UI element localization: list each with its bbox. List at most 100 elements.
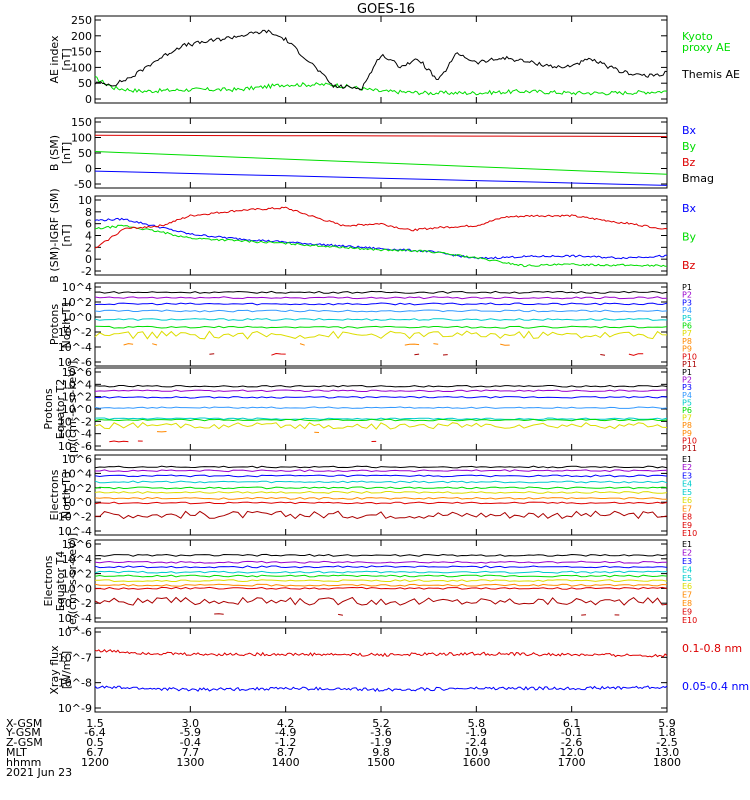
series-e10 bbox=[338, 613, 343, 616]
y-axis-label: [e/(cm²-s-sr-keV)] bbox=[66, 533, 79, 629]
legend-e8: E8 bbox=[682, 599, 692, 608]
x-value: -4.9 bbox=[275, 726, 296, 739]
series-e8 bbox=[94, 501, 668, 505]
y-axis-label: North T3 bbox=[60, 471, 73, 519]
x-value: 9.8 bbox=[372, 746, 390, 759]
legend-e1: E1 bbox=[682, 455, 692, 464]
series-e3 bbox=[94, 474, 668, 478]
series-e6 bbox=[94, 579, 668, 583]
legend-by: By bbox=[682, 231, 697, 244]
y-tick-label: 10^-7 bbox=[58, 651, 92, 664]
x-value: 1400 bbox=[272, 756, 300, 769]
series-p1 bbox=[94, 290, 668, 294]
x-value: 1700 bbox=[558, 756, 586, 769]
series-p1 bbox=[94, 384, 668, 388]
y-axis-label: [p/(cm²-s-sr-keV)] bbox=[66, 361, 79, 458]
y-tick-label: 10^0 bbox=[62, 582, 92, 595]
y-tick-label: 10^0 bbox=[62, 403, 92, 416]
series-e7 bbox=[94, 496, 668, 500]
panel-2: 150 100 50 0 -50 B (SM) [nT] Bx By Bz Bmag bbox=[48, 116, 714, 191]
y-tick-label: 2 bbox=[85, 241, 92, 254]
y-axis-label: Protons bbox=[42, 388, 55, 429]
legend-themis-ae: Themis AE bbox=[681, 68, 740, 81]
y-tick-label: 0 bbox=[85, 253, 92, 266]
series-p6 bbox=[94, 325, 668, 329]
legend-e10: E10 bbox=[682, 529, 697, 538]
row-label: Y-GSM bbox=[5, 726, 41, 739]
series-p9 bbox=[500, 343, 510, 346]
legend-bx: Bx bbox=[682, 202, 697, 215]
series-p8 bbox=[123, 343, 134, 346]
y-tick-label: 50 bbox=[78, 147, 92, 160]
panel-6: 10^610^4 10^210^0 10^-210^-4 Electrons North… bbox=[48, 453, 697, 538]
series-p8 bbox=[299, 343, 305, 346]
legend-e5: E5 bbox=[682, 488, 692, 497]
x-value: 0.5 bbox=[86, 736, 104, 749]
legend-p3: P3 bbox=[682, 298, 692, 307]
y-tick-label: 10^4 bbox=[62, 378, 92, 391]
legend-p10: P10 bbox=[682, 436, 697, 445]
series-e1 bbox=[94, 465, 668, 469]
legend-p6: P6 bbox=[682, 322, 692, 331]
series-bx bbox=[94, 217, 668, 260]
legend-kyoto: Kyoto bbox=[682, 30, 713, 43]
series-p10 bbox=[271, 352, 286, 356]
series-e2 bbox=[95, 469, 668, 473]
panel-frame bbox=[94, 367, 668, 451]
y-tick-label: 0 bbox=[85, 93, 92, 106]
series-kyoto-proxy-ae bbox=[94, 75, 668, 96]
series-p10 bbox=[109, 440, 129, 443]
x-value: 1.5 bbox=[86, 717, 104, 730]
x-value: 1.8 bbox=[658, 726, 676, 739]
x-value: 1200 bbox=[81, 756, 109, 769]
row-label: X-GSM bbox=[6, 717, 42, 730]
series-e9 bbox=[95, 510, 668, 520]
x-value: -1.9 bbox=[370, 736, 391, 749]
y-axis-label: B (SM) bbox=[48, 135, 61, 171]
legend-e5: E5 bbox=[682, 574, 692, 583]
x-value: -2.5 bbox=[656, 736, 677, 749]
series-p10 bbox=[628, 353, 644, 356]
legend-bmag: Bmag bbox=[682, 172, 714, 185]
y-tick-label: 10^6 bbox=[62, 538, 92, 551]
series-bx bbox=[94, 170, 668, 186]
legend-p5: P5 bbox=[682, 314, 692, 323]
y-tick-label: 100 bbox=[71, 61, 92, 74]
legend-e10: E10 bbox=[682, 616, 697, 625]
series-0-05-0-4-nm bbox=[94, 685, 668, 693]
y-tick-label: 10^4 bbox=[62, 467, 92, 480]
legend-p11: P11 bbox=[682, 444, 697, 453]
legend-e3: E3 bbox=[682, 471, 692, 480]
panel-frame bbox=[94, 282, 668, 367]
y-axis-label: AE index bbox=[48, 35, 61, 84]
y-axis-label: B (SM)-IGRF (SM) bbox=[48, 188, 61, 282]
legend-proxy-ae: proxy AE bbox=[682, 41, 731, 54]
legend-e4: E4 bbox=[682, 480, 692, 489]
x-value: 5.2 bbox=[372, 717, 390, 730]
y-tick-label: 6 bbox=[85, 218, 92, 231]
x-value: 1500 bbox=[367, 756, 395, 769]
series-e5 bbox=[94, 574, 668, 578]
legend-p2: P2 bbox=[682, 376, 692, 385]
series-bmag bbox=[94, 131, 668, 134]
series-p9 bbox=[404, 343, 420, 346]
y-tick-label: 0 bbox=[85, 163, 92, 176]
y-tick-label: 10^-4 bbox=[58, 341, 92, 354]
y-axis-label: Electrons bbox=[42, 555, 55, 606]
legend-e9: E9 bbox=[682, 521, 692, 530]
y-tick-label: 150 bbox=[71, 116, 92, 129]
x-value: 6.7 bbox=[86, 746, 104, 759]
y-tick-label: 10^-2 bbox=[58, 511, 92, 524]
y-axis-label: [nT] bbox=[60, 142, 73, 164]
y-tick-label: 10^6 bbox=[62, 366, 92, 379]
row-label: Z-GSM bbox=[6, 736, 43, 749]
x-value: -0.1 bbox=[561, 726, 582, 739]
series-bz bbox=[94, 134, 668, 138]
series-p8 bbox=[433, 343, 439, 345]
x-value: 4.2 bbox=[277, 717, 295, 730]
y-tick-label: 10^-4 bbox=[58, 525, 92, 538]
